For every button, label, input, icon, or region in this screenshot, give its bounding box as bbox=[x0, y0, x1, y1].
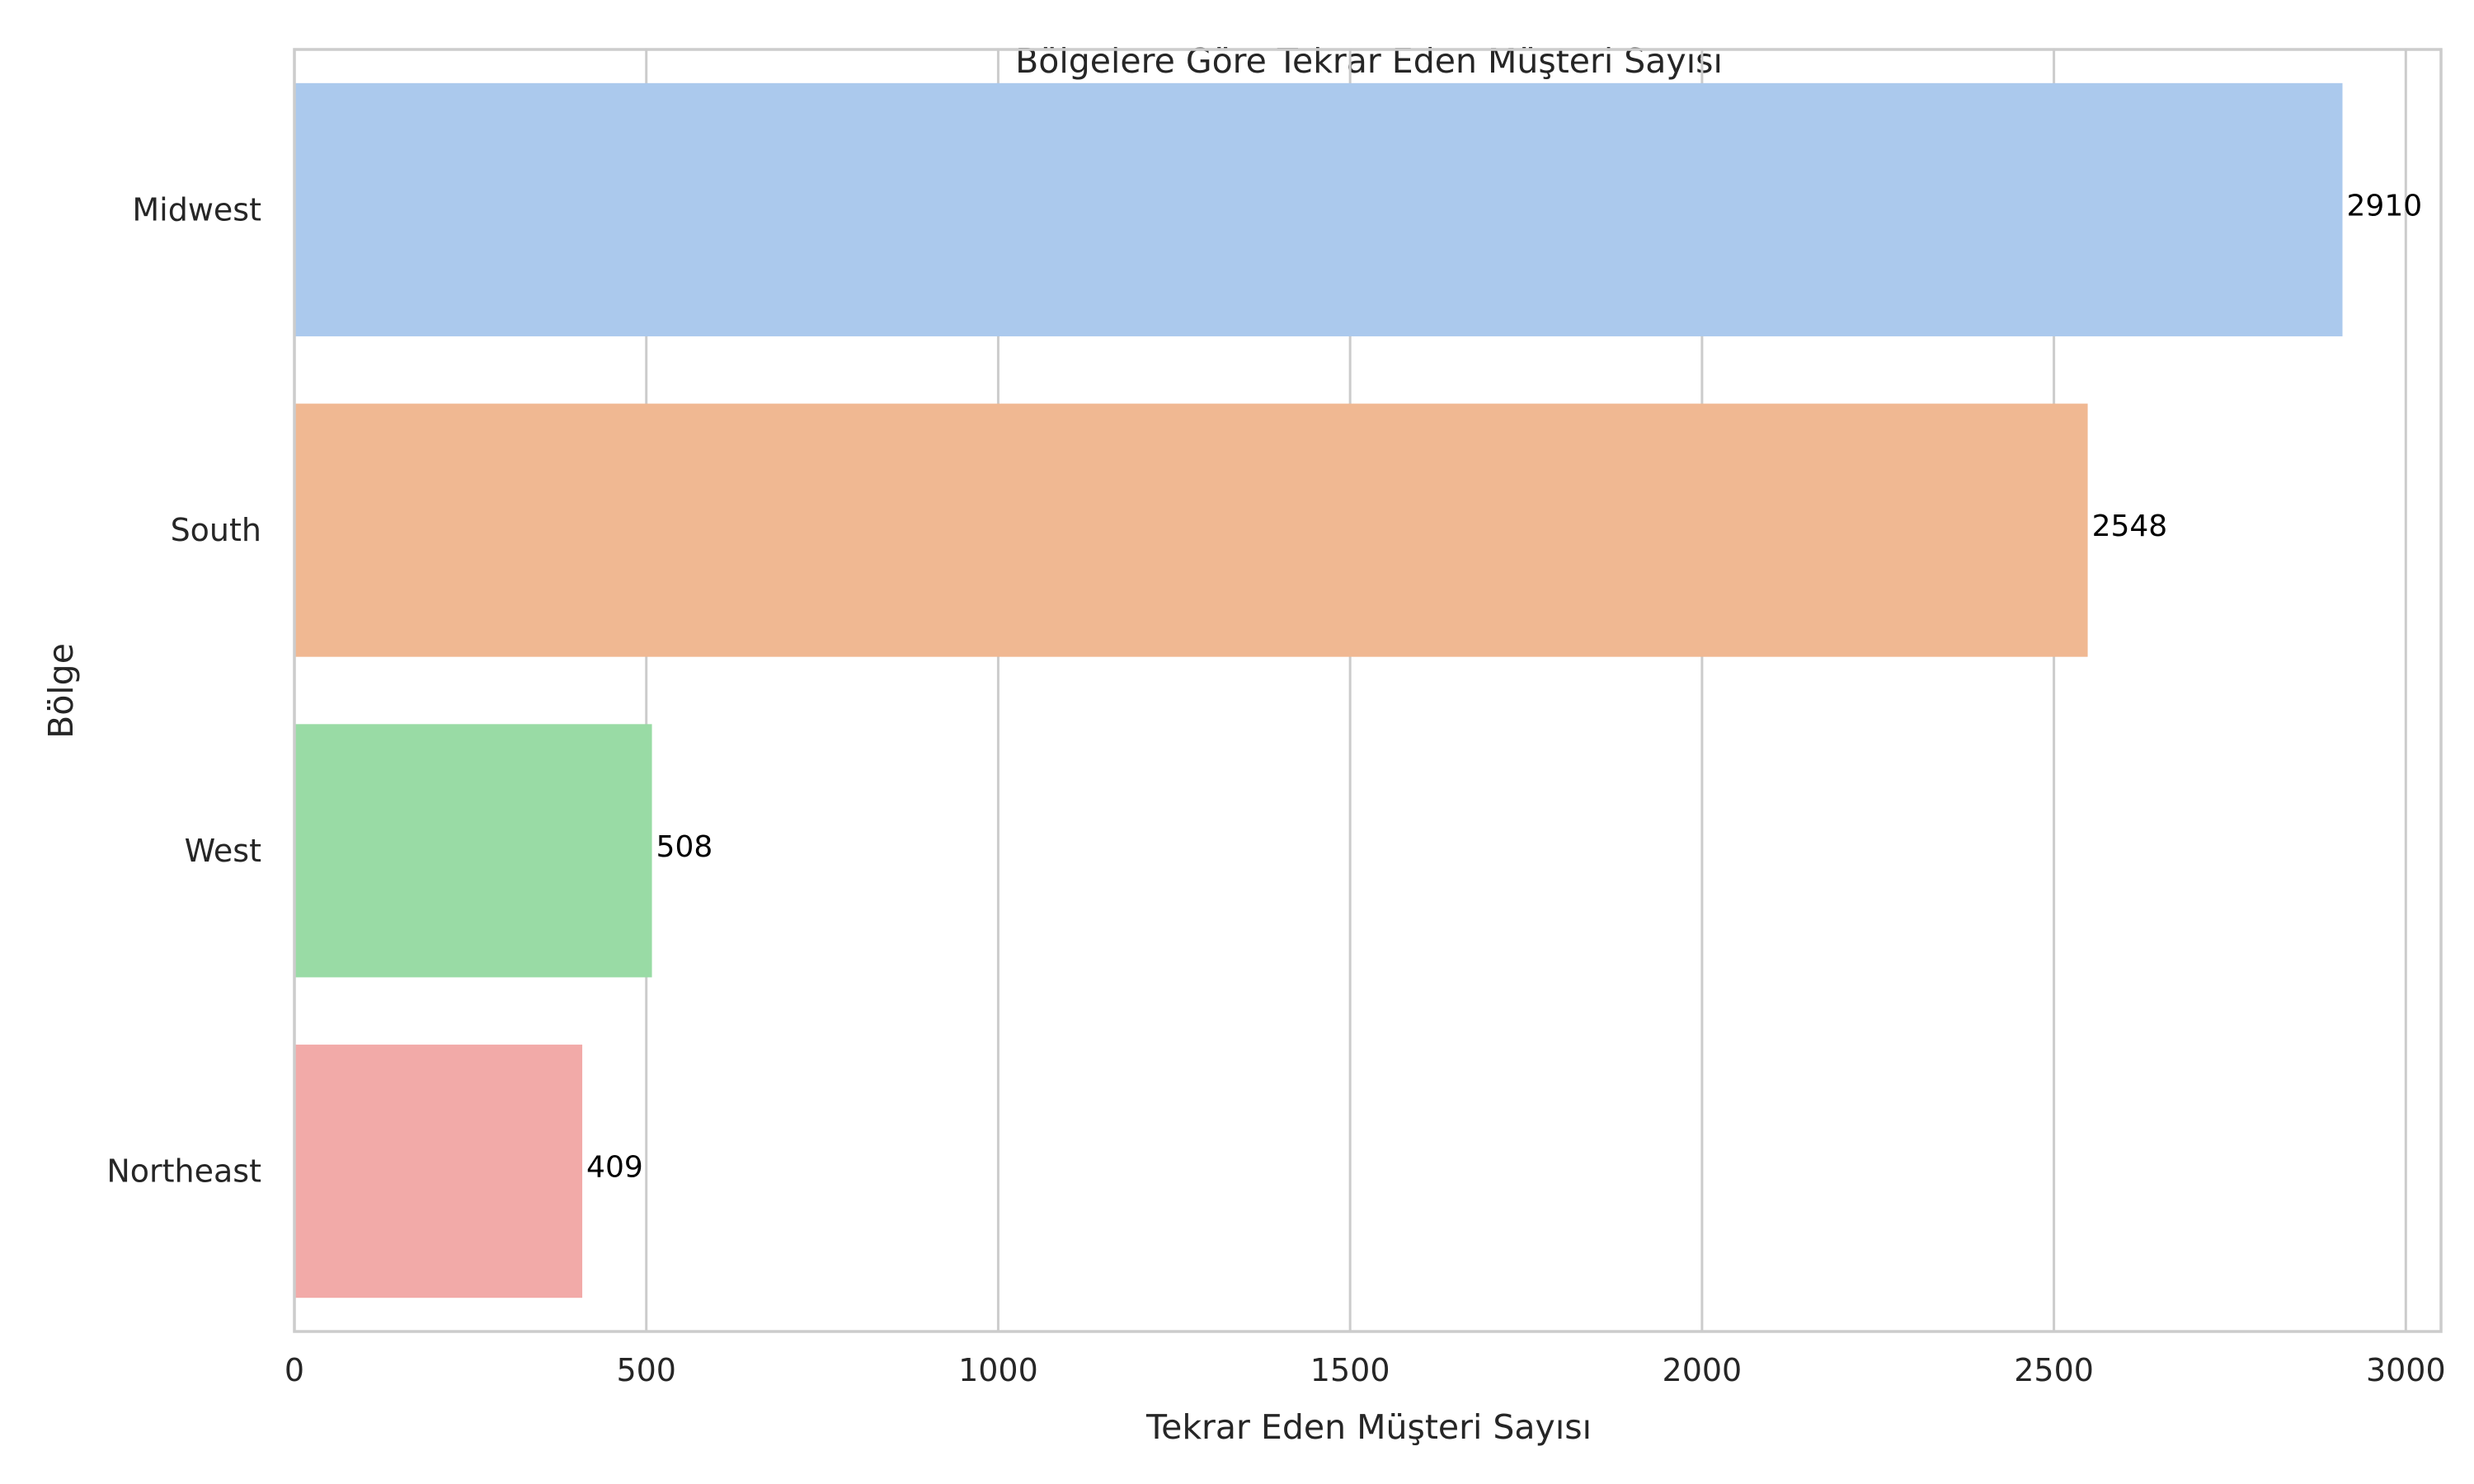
x-axis-label: Tekrar Eden Müşteri Sayısı bbox=[1145, 1407, 1592, 1447]
data-label: 2548 bbox=[2092, 510, 2168, 543]
x-tick-label: 2500 bbox=[2014, 1352, 2094, 1388]
y-tick-label: Midwest bbox=[132, 191, 261, 228]
data-label: 2910 bbox=[2347, 189, 2423, 223]
data-label: 409 bbox=[586, 1151, 643, 1185]
y-tick-labels: Midwest South West Northeast bbox=[106, 191, 261, 1189]
data-labels: 2910 2548 508 409 bbox=[586, 189, 2422, 1184]
bar-south bbox=[294, 403, 2088, 657]
data-label: 508 bbox=[656, 830, 713, 864]
bar-northeast bbox=[294, 1045, 583, 1298]
x-tick-label: 3000 bbox=[2366, 1352, 2446, 1388]
y-tick-label: South bbox=[171, 512, 261, 548]
x-tick-label: 1500 bbox=[1310, 1352, 1390, 1388]
chart-title: Bölgelere Göre Tekrar Eden Müşteri Sayıs… bbox=[1015, 41, 1723, 81]
x-tick-label: 500 bbox=[616, 1352, 676, 1388]
y-tick-label: West bbox=[185, 833, 261, 869]
plot-frame bbox=[293, 48, 2443, 1333]
x-tick-label: 0 bbox=[285, 1352, 304, 1388]
bars bbox=[294, 82, 2343, 1298]
bar-west bbox=[294, 724, 652, 978]
y-tick-label: Northeast bbox=[106, 1153, 261, 1190]
x-tick-label: 1000 bbox=[958, 1352, 1038, 1388]
x-tick-labels: 0 500 1000 1500 2000 2500 3000 bbox=[285, 1352, 2446, 1388]
y-axis-label: Bölge bbox=[41, 643, 81, 739]
x-tick-label: 2000 bbox=[1663, 1352, 1743, 1388]
bar-midwest bbox=[294, 82, 2343, 336]
